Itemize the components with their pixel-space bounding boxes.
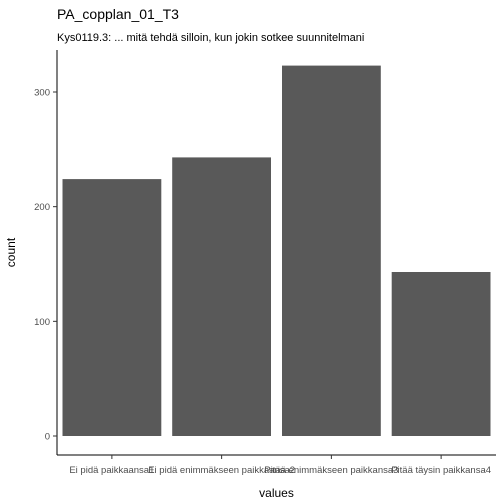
x-axis-label: values <box>259 486 294 500</box>
bar-4 <box>392 272 491 436</box>
y-axis-label: count <box>4 237 18 267</box>
bar-2 <box>172 157 271 436</box>
x-tick-label: Pitää enimmäkseen paikkansa3 <box>264 465 398 476</box>
y-tick-label: 100 <box>34 317 50 328</box>
x-tick-label: Pitää täysin paikkansa4 <box>391 465 491 476</box>
bars-group <box>63 66 491 436</box>
y-ticks-group: 0 100 200 300 <box>34 88 57 443</box>
bar-1 <box>63 179 162 436</box>
y-tick-label: 300 <box>34 88 50 99</box>
y-tick-label: 0 <box>45 432 50 443</box>
bar-3 <box>282 66 381 436</box>
y-tick-label: 200 <box>34 202 50 213</box>
x-tick-label: Ei pidä paikkaansa1 <box>69 465 154 476</box>
